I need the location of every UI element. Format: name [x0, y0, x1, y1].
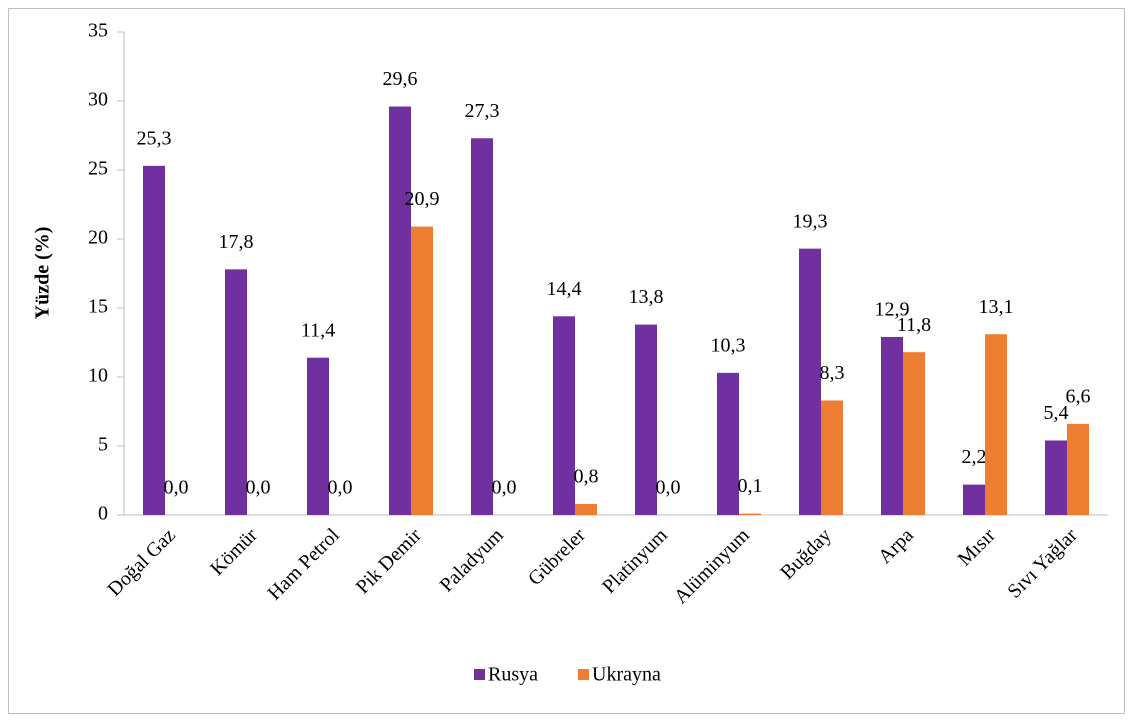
- bar: [739, 513, 761, 515]
- bar: [553, 316, 575, 515]
- y-tick-label: 20: [88, 227, 108, 249]
- bar: [903, 352, 925, 515]
- legend-swatch: [474, 669, 485, 680]
- y-tick-label: 5: [98, 434, 108, 456]
- bar: [799, 248, 821, 515]
- bar: [225, 269, 247, 515]
- value-label: 0,1: [738, 475, 763, 497]
- y-tick-label: 35: [88, 20, 108, 42]
- value-label: 17,8: [219, 231, 254, 253]
- value-label: 13,1: [979, 296, 1014, 318]
- value-label: 0,0: [164, 477, 189, 499]
- value-label: 12,9: [875, 299, 910, 321]
- value-label: 10,3: [711, 334, 746, 356]
- value-label: 8,3: [820, 362, 845, 384]
- value-label: 29,6: [383, 68, 418, 90]
- value-label: 2,2: [962, 446, 987, 468]
- value-label: 0,0: [656, 477, 681, 499]
- bar: [411, 226, 433, 515]
- value-label: 19,3: [793, 210, 828, 232]
- y-tick-label: 0: [98, 503, 108, 525]
- value-label: 5,4: [1044, 402, 1069, 424]
- bar: [143, 165, 165, 516]
- value-label: 11,8: [897, 314, 931, 336]
- value-label: 27,3: [465, 100, 500, 122]
- y-tick-label: 15: [88, 296, 108, 318]
- value-label: 0,8: [574, 466, 599, 488]
- bar: [1067, 423, 1089, 515]
- bar: [963, 484, 985, 515]
- bar: [717, 372, 739, 515]
- y-tick-label: 30: [88, 89, 108, 111]
- value-label: 0,0: [246, 477, 271, 499]
- value-label: 11,4: [301, 319, 335, 341]
- value-label: 20,9: [405, 188, 440, 210]
- bar: [985, 334, 1007, 515]
- legend-label: Rusya: [488, 664, 538, 686]
- value-label: 0,0: [328, 477, 353, 499]
- bar: [471, 138, 493, 515]
- value-label: 6,6: [1066, 386, 1091, 408]
- bar: [821, 400, 843, 515]
- value-label: 0,0: [492, 477, 517, 499]
- value-label: 14,4: [547, 278, 582, 300]
- legend-label: Ukrayna: [592, 664, 661, 686]
- bar: [575, 503, 597, 515]
- value-label: 25,3: [137, 127, 172, 149]
- bar: [307, 357, 329, 515]
- bar: [389, 106, 411, 516]
- bar: [635, 324, 657, 515]
- y-axis-label: Yüzde (%): [32, 227, 54, 320]
- y-tick-label: 10: [88, 365, 108, 387]
- bar: [881, 336, 903, 515]
- bar: [1045, 440, 1067, 515]
- y-tick-label: 25: [88, 158, 108, 180]
- value-label: 13,8: [629, 286, 664, 308]
- legend-swatch: [578, 669, 589, 680]
